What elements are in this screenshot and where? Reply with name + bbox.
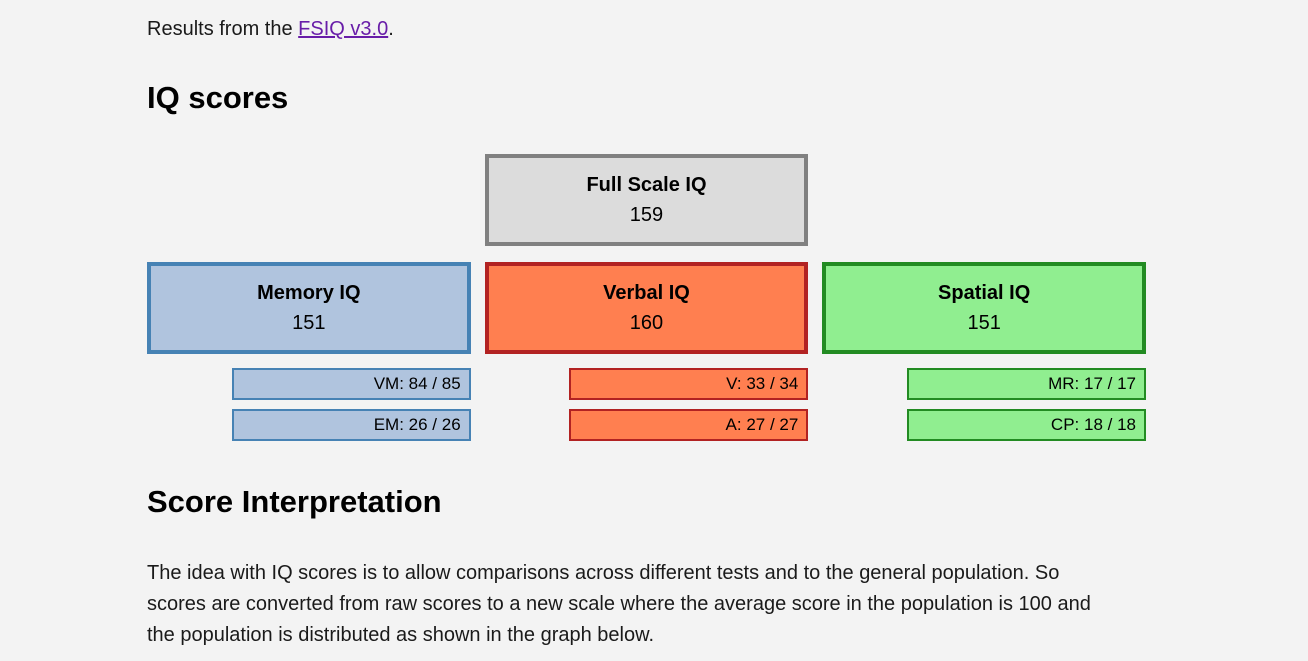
intro-prefix: Results from the [147,18,299,40]
score-interpretation-heading: Score Interpretation [147,484,442,519]
category-row: Memory IQ 151 Verbal IQ 160 Spatial IQ 1… [147,262,1146,354]
full-scale-iq-label: Full Scale IQ [586,174,707,196]
results-page: Results from the FSIQ v3.0. IQ scores Fu… [147,16,1160,646]
fsiq-link[interactable]: FSIQ v3.0 [298,18,389,40]
results-intro: Results from the FSIQ v3.0. [147,16,1160,42]
verbal-iq-label: Verbal IQ [603,282,690,304]
spatial-subscores: MR: 17 / 17 CP: 18 / 18 [822,368,1146,441]
subscore-bar-em: EM: 26 / 26 [231,409,471,441]
verbal-subscores: V: 33 / 34 A: 27 / 27 [485,368,809,441]
subscore-bar-a: A: 27 / 27 [569,409,809,441]
memory-iq-box: Memory IQ 151 [147,262,471,354]
subscores-row: VM: 84 / 85 EM: 26 / 26 V: 33 / 34 A: 27… [147,368,1146,441]
verbal-iq-box: Verbal IQ 160 [484,262,809,354]
full-scale-row: Full Scale IQ 159 [147,154,1146,246]
subscore-bar-mr: MR: 17 / 17 [906,368,1146,400]
subscore-bar-v: V: 33 / 34 [569,368,809,400]
full-scale-iq-box: Full Scale IQ 159 [484,154,809,246]
memory-iq-value: 151 [292,312,326,334]
subscore-bar-cp: CP: 18 / 18 [906,409,1146,441]
intro-suffix: . [388,18,394,40]
memory-subscores: VM: 84 / 85 EM: 26 / 26 [147,368,471,441]
full-scale-iq-value: 159 [629,204,664,226]
spatial-iq-box: Spatial IQ 151 [822,262,1146,354]
memory-iq-label: Memory IQ [257,282,361,304]
interpretation-paragraph: The idea with IQ scores is to allow comp… [147,562,1091,646]
iq-scores-heading: IQ scores [147,80,289,115]
subscore-bar-vm: VM: 84 / 85 [231,368,471,400]
spatial-iq-label: Spatial IQ [938,282,1031,304]
spatial-iq-value: 151 [967,312,1001,334]
verbal-iq-value: 160 [629,312,664,334]
